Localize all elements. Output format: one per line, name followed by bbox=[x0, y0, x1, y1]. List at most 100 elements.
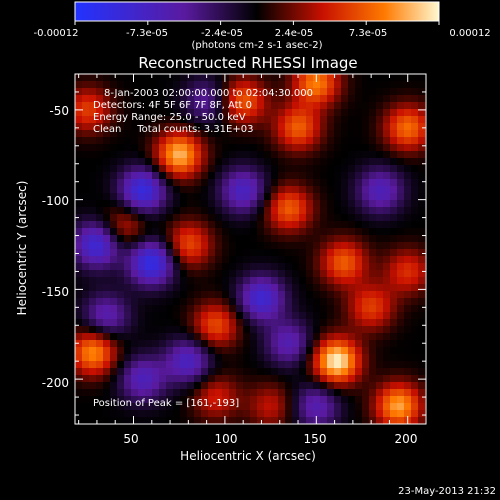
heatmap-cell bbox=[278, 221, 285, 228]
heatmap-cell bbox=[89, 403, 96, 410]
heatmap-cell bbox=[166, 312, 173, 319]
heatmap-cell bbox=[250, 319, 257, 326]
heatmap-cell bbox=[173, 137, 180, 144]
heatmap-cell bbox=[327, 102, 334, 109]
heatmap-cell bbox=[306, 361, 313, 368]
heatmap-cell bbox=[173, 410, 180, 417]
heatmap-cell bbox=[236, 88, 243, 95]
heatmap-cell bbox=[145, 137, 152, 144]
heatmap-cell bbox=[187, 354, 194, 361]
heatmap-cell bbox=[313, 284, 320, 291]
heatmap-cell bbox=[264, 312, 271, 319]
heatmap-cell bbox=[390, 375, 397, 382]
heatmap-cell bbox=[257, 333, 264, 340]
heatmap-cell bbox=[131, 172, 138, 179]
heatmap-cell bbox=[89, 277, 96, 284]
heatmap-cell bbox=[138, 319, 145, 326]
heatmap-cell bbox=[187, 102, 194, 109]
heatmap-cell bbox=[383, 186, 390, 193]
heatmap-cell bbox=[75, 130, 82, 137]
heatmap-cell bbox=[201, 193, 208, 200]
heatmap-cell bbox=[411, 221, 418, 228]
heatmap-cell bbox=[96, 389, 103, 396]
heatmap-cell bbox=[89, 151, 96, 158]
heatmap-cell bbox=[166, 137, 173, 144]
heatmap-cell bbox=[159, 109, 166, 116]
heatmap-cell bbox=[355, 305, 362, 312]
heatmap-cell bbox=[82, 200, 89, 207]
heatmap-cell bbox=[110, 144, 117, 151]
heatmap-cell bbox=[124, 340, 131, 347]
heatmap-cell bbox=[285, 193, 292, 200]
heatmap-cell bbox=[348, 410, 355, 417]
heatmap-cell bbox=[159, 158, 166, 165]
heatmap-cell bbox=[348, 109, 355, 116]
heatmap-cell bbox=[180, 102, 187, 109]
heatmap-cell bbox=[96, 263, 103, 270]
heatmap-cell bbox=[236, 263, 243, 270]
heatmap-cell bbox=[243, 81, 250, 88]
heatmap-cell bbox=[404, 284, 411, 291]
heatmap-cell bbox=[355, 165, 362, 172]
heatmap-cell bbox=[89, 354, 96, 361]
heatmap-cell bbox=[348, 172, 355, 179]
heatmap-cell bbox=[96, 382, 103, 389]
heatmap-cell bbox=[131, 130, 138, 137]
heatmap-cell bbox=[96, 95, 103, 102]
heatmap-cell bbox=[278, 116, 285, 123]
heatmap-cell bbox=[348, 340, 355, 347]
heatmap-cell bbox=[124, 277, 131, 284]
heatmap-cell bbox=[390, 186, 397, 193]
heatmap-cell bbox=[103, 207, 110, 214]
heatmap-cell bbox=[201, 263, 208, 270]
heatmap-cell bbox=[222, 270, 229, 277]
heatmap-cell bbox=[89, 347, 96, 354]
heatmap-cell bbox=[278, 130, 285, 137]
heatmap-cell bbox=[222, 277, 229, 284]
heatmap-cell bbox=[243, 333, 250, 340]
heatmap-cell bbox=[131, 235, 138, 242]
heatmap-cell bbox=[250, 417, 257, 424]
heatmap-cell bbox=[250, 235, 257, 242]
heatmap-cell bbox=[348, 242, 355, 249]
heatmap-cell bbox=[82, 326, 89, 333]
heatmap-cell bbox=[369, 249, 376, 256]
heatmap-cell bbox=[215, 375, 222, 382]
heatmap-cell bbox=[75, 347, 82, 354]
heatmap-cell bbox=[222, 312, 229, 319]
heatmap-cell bbox=[166, 165, 173, 172]
heatmap-cell bbox=[117, 88, 124, 95]
heatmap-cell bbox=[229, 403, 236, 410]
heatmap-cell bbox=[390, 354, 397, 361]
heatmap-cell bbox=[159, 144, 166, 151]
heatmap-cell bbox=[222, 137, 229, 144]
heatmap-cell bbox=[250, 298, 257, 305]
heatmap-cell bbox=[131, 347, 138, 354]
heatmap-cell bbox=[138, 144, 145, 151]
heatmap-cell bbox=[397, 123, 404, 130]
heatmap-cell bbox=[82, 319, 89, 326]
heatmap-cell bbox=[89, 228, 96, 235]
heatmap-cell bbox=[257, 368, 264, 375]
heatmap-cell bbox=[89, 144, 96, 151]
heatmap-cell bbox=[96, 354, 103, 361]
heatmap-cell bbox=[250, 172, 257, 179]
heatmap-cell bbox=[348, 312, 355, 319]
heatmap-cell bbox=[285, 88, 292, 95]
heatmap-cell bbox=[159, 74, 166, 81]
heatmap-cell bbox=[208, 354, 215, 361]
heatmap-cell bbox=[390, 389, 397, 396]
heatmap-cell bbox=[159, 200, 166, 207]
heatmap-cell bbox=[89, 249, 96, 256]
heatmap-cell bbox=[89, 221, 96, 228]
heatmap-cell bbox=[215, 158, 222, 165]
heatmap-cell bbox=[257, 291, 264, 298]
heatmap-cell bbox=[334, 207, 341, 214]
colorbar-tick-label: -7.3e-05 bbox=[126, 28, 168, 39]
heatmap-cell bbox=[369, 221, 376, 228]
heatmap-cell bbox=[124, 312, 131, 319]
heatmap-cell bbox=[383, 298, 390, 305]
heatmap-cell bbox=[376, 375, 383, 382]
heatmap-cell bbox=[152, 81, 159, 88]
heatmap-cell bbox=[313, 277, 320, 284]
